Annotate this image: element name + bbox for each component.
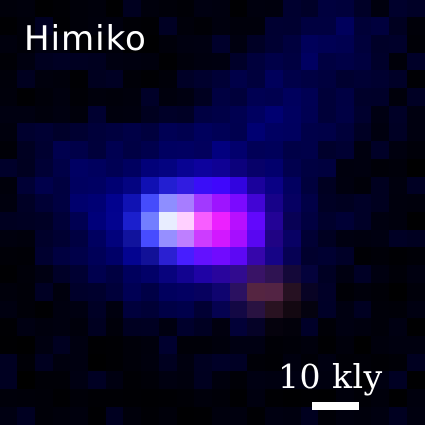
scale-bar bbox=[312, 402, 359, 410]
object-label: Himiko bbox=[24, 19, 147, 59]
scale-bar-label: 10 kly bbox=[278, 357, 383, 396]
